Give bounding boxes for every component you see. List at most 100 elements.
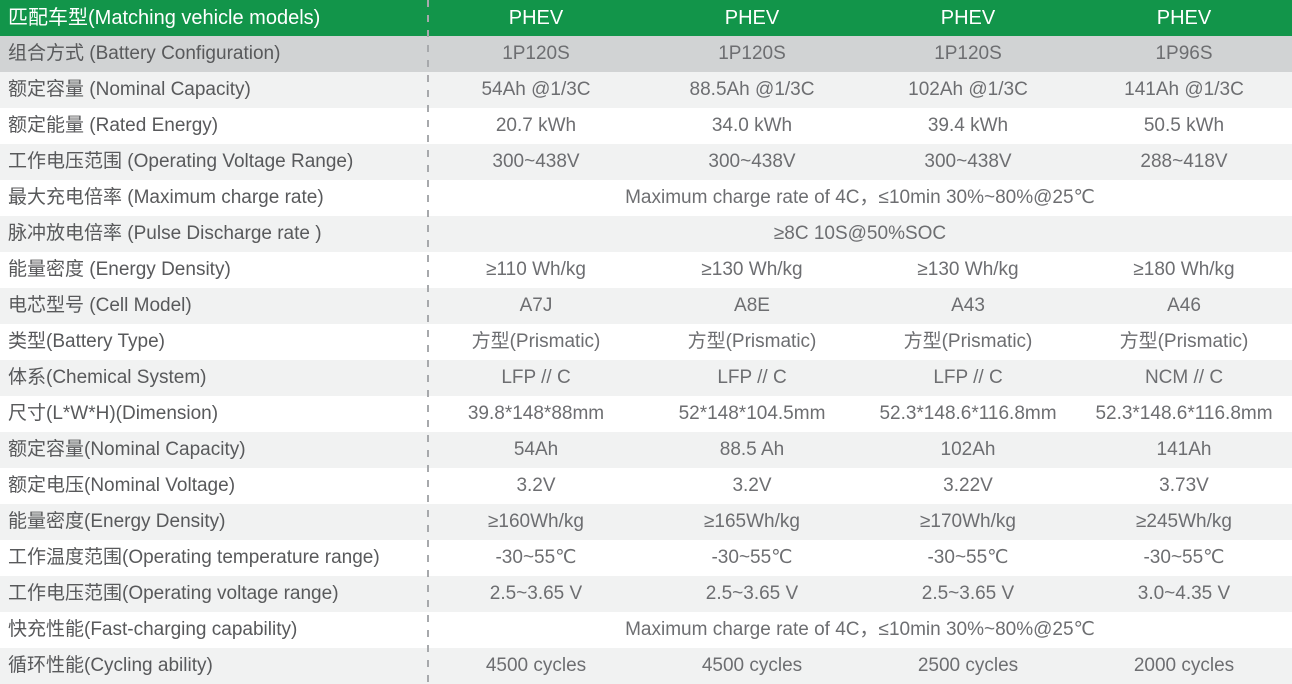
cell-value: 1P120S [502, 43, 570, 64]
column-header: PHEV [1156, 7, 1212, 29]
row-label: 额定能量 (Rated Energy) [8, 115, 219, 136]
cell-value: 2.5~3.65 V [921, 583, 1015, 604]
cell-value: A43 [951, 295, 985, 316]
cell-value: LFP // C [933, 367, 1003, 388]
row-label: 快充性能(Fast-charging capability) [8, 619, 298, 640]
cell-value: A46 [1167, 295, 1201, 316]
cell-value: 3.73V [1159, 475, 1209, 496]
row-label: 电芯型号 (Cell Model) [8, 295, 192, 316]
table-row: 脉冲放电倍率 (Pulse Discharge rate ) ≥8C 10S@50… [0, 216, 1292, 252]
cell-value: 3.0~4.35 V [1137, 583, 1231, 604]
cell-value: 54Ah [513, 439, 559, 460]
cell-value: -30~55℃ [1143, 547, 1225, 568]
cell-value: LFP // C [717, 367, 787, 388]
cell-value: ≥165Wh/kg [704, 511, 800, 532]
cell-value: 2500 cycles [917, 655, 1019, 676]
row-label: 尺寸(L*W*H)(Dimension) [8, 403, 219, 424]
table-header-row: 匹配车型(Matching vehicle models) PHEV PHEV … [0, 0, 1292, 36]
cell-value: 2.5~3.65 V [489, 583, 583, 604]
cell-value: 2000 cycles [1133, 655, 1235, 676]
table-row: 尺寸(L*W*H)(Dimension) 39.8*148*88mm 52*148*… [0, 396, 1292, 432]
cell-value: 141Ah [1156, 439, 1212, 460]
cell-value: 288~418V [1140, 151, 1228, 172]
table-row: 能量密度(Energy Density) ≥160Wh/kg ≥165Wh/kg ≥1… [0, 504, 1292, 540]
span-value: Maximum charge rate of 4C，≤10min 30%~80%… [625, 619, 1095, 640]
table-row: 电芯型号 (Cell Model) A7J A8E A43 A46 [0, 288, 1292, 324]
table-row: 快充性能(Fast-charging capability) Maximum ch… [0, 612, 1292, 648]
cell-value: 4500 cycles [485, 655, 587, 676]
row-label: 类型(Battery Type) [8, 331, 165, 352]
cell-value: A7J [519, 295, 553, 316]
cell-value: ≥130 Wh/kg [701, 259, 803, 280]
cell-value: 3.2V [516, 475, 556, 496]
header-label: 匹配车型(Matching vehicle models) [8, 7, 321, 29]
cell-value: 300~438V [924, 151, 1012, 172]
cell-value: 88.5Ah @1/3C [689, 79, 815, 100]
span-value: Maximum charge rate of 4C，≤10min 30%~80%… [625, 187, 1095, 208]
table-row: 额定容量 (Nominal Capacity) 54Ah @1/3C 88.5Ah … [0, 72, 1292, 108]
cell-value: 39.4 kWh [927, 115, 1009, 136]
row-label: 循环性能(Cycling ability) [8, 655, 213, 676]
cell-value: 3.2V [732, 475, 772, 496]
cell-value: 50.5 kWh [1143, 115, 1225, 136]
table-row: 最大充电倍率 (Maximum charge rate) Maximum char… [0, 180, 1292, 216]
cell-value: -30~55℃ [927, 547, 1009, 568]
cell-value: 54Ah @1/3C [481, 79, 591, 100]
cell-value: 39.8*148*88mm [467, 403, 605, 424]
table-row: 额定能量 (Rated Energy) 20.7 kWh 34.0 kWh 39.4 … [0, 108, 1292, 144]
table-row: 能量密度 (Energy Density) ≥110 Wh/kg ≥130 Wh/k… [0, 252, 1292, 288]
cell-value: 4500 cycles [701, 655, 803, 676]
row-label: 额定容量(Nominal Capacity) [8, 439, 246, 460]
table-row: 循环性能(Cycling ability) 4500 cycles 4500 cyc… [0, 648, 1292, 684]
cell-value: 1P120S [718, 43, 786, 64]
table-row: 工作电压范围(Operating voltage range) 2.5~3.65 … [0, 576, 1292, 612]
cell-value: A8E [734, 295, 770, 316]
cell-value: 300~438V [708, 151, 796, 172]
cell-value: 2.5~3.65 V [705, 583, 799, 604]
table-row: 额定容量(Nominal Capacity) 54Ah 88.5 Ah 102Ah 14… [0, 432, 1292, 468]
cell-value: 300~438V [492, 151, 580, 172]
row-label: 工作电压范围(Operating voltage range) [8, 583, 339, 604]
cell-value: 102Ah @1/3C [908, 79, 1028, 100]
cell-value: ≥180 Wh/kg [1133, 259, 1235, 280]
table-row: 体系(Chemical System) LFP // C LFP // C LFP /… [0, 360, 1292, 396]
row-label: 能量密度(Energy Density) [8, 511, 226, 532]
table-row: 工作温度范围(Operating temperature range) -30~5… [0, 540, 1292, 576]
row-label: 额定容量 (Nominal Capacity) [8, 79, 251, 100]
row-label: 体系(Chemical System) [8, 367, 207, 388]
cell-value: 方型(Prismatic) [903, 331, 1033, 352]
cell-value: ≥170Wh/kg [920, 511, 1016, 532]
row-label: 组合方式 (Battery Configuration) [8, 43, 281, 64]
column-header: PHEV [940, 7, 996, 29]
cell-value: 141Ah @1/3C [1124, 79, 1244, 100]
span-value: ≥8C 10S@50%SOC [773, 223, 947, 244]
row-label: 工作温度范围(Operating temperature range) [8, 547, 380, 568]
cell-value: 88.5 Ah [719, 439, 785, 460]
cell-value: NCM // C [1144, 367, 1224, 388]
cell-value: LFP // C [501, 367, 571, 388]
row-label: 最大充电倍率 (Maximum charge rate) [8, 187, 324, 208]
cell-value: ≥245Wh/kg [1136, 511, 1232, 532]
row-label: 额定电压(Nominal Voltage) [8, 475, 236, 496]
cell-value: 方型(Prismatic) [1119, 331, 1249, 352]
cell-value: ≥110 Wh/kg [486, 259, 586, 280]
cell-value: 34.0 kWh [711, 115, 793, 136]
column-header: PHEV [724, 7, 780, 29]
cell-value: 52.3*148.6*116.8mm [1095, 403, 1273, 424]
table-row: 额定电压(Nominal Voltage) 3.2V 3.2V 3.22V 3.73V [0, 468, 1292, 504]
row-label: 能量密度 (Energy Density) [8, 259, 231, 280]
column-header: PHEV [508, 7, 564, 29]
table-row: 类型(Battery Type) 方型(Prismatic) 方型(Prismati… [0, 324, 1292, 360]
row-label: 脉冲放电倍率 (Pulse Discharge rate ) [8, 223, 322, 244]
cell-value: -30~55℃ [495, 547, 577, 568]
cell-value: 52*148*104.5mm [678, 403, 826, 424]
cell-value: 1P96S [1155, 43, 1213, 64]
table-row: 工作电压范围 (Operating Voltage Range) 300~438V… [0, 144, 1292, 180]
cell-value: ≥130 Wh/kg [917, 259, 1019, 280]
cell-value: 52.3*148.6*116.8mm [879, 403, 1057, 424]
cell-value: ≥160Wh/kg [488, 511, 584, 532]
cell-value: 1P120S [934, 43, 1002, 64]
row-label: 工作电压范围 (Operating Voltage Range) [8, 151, 354, 172]
cell-value: 102Ah [940, 439, 996, 460]
